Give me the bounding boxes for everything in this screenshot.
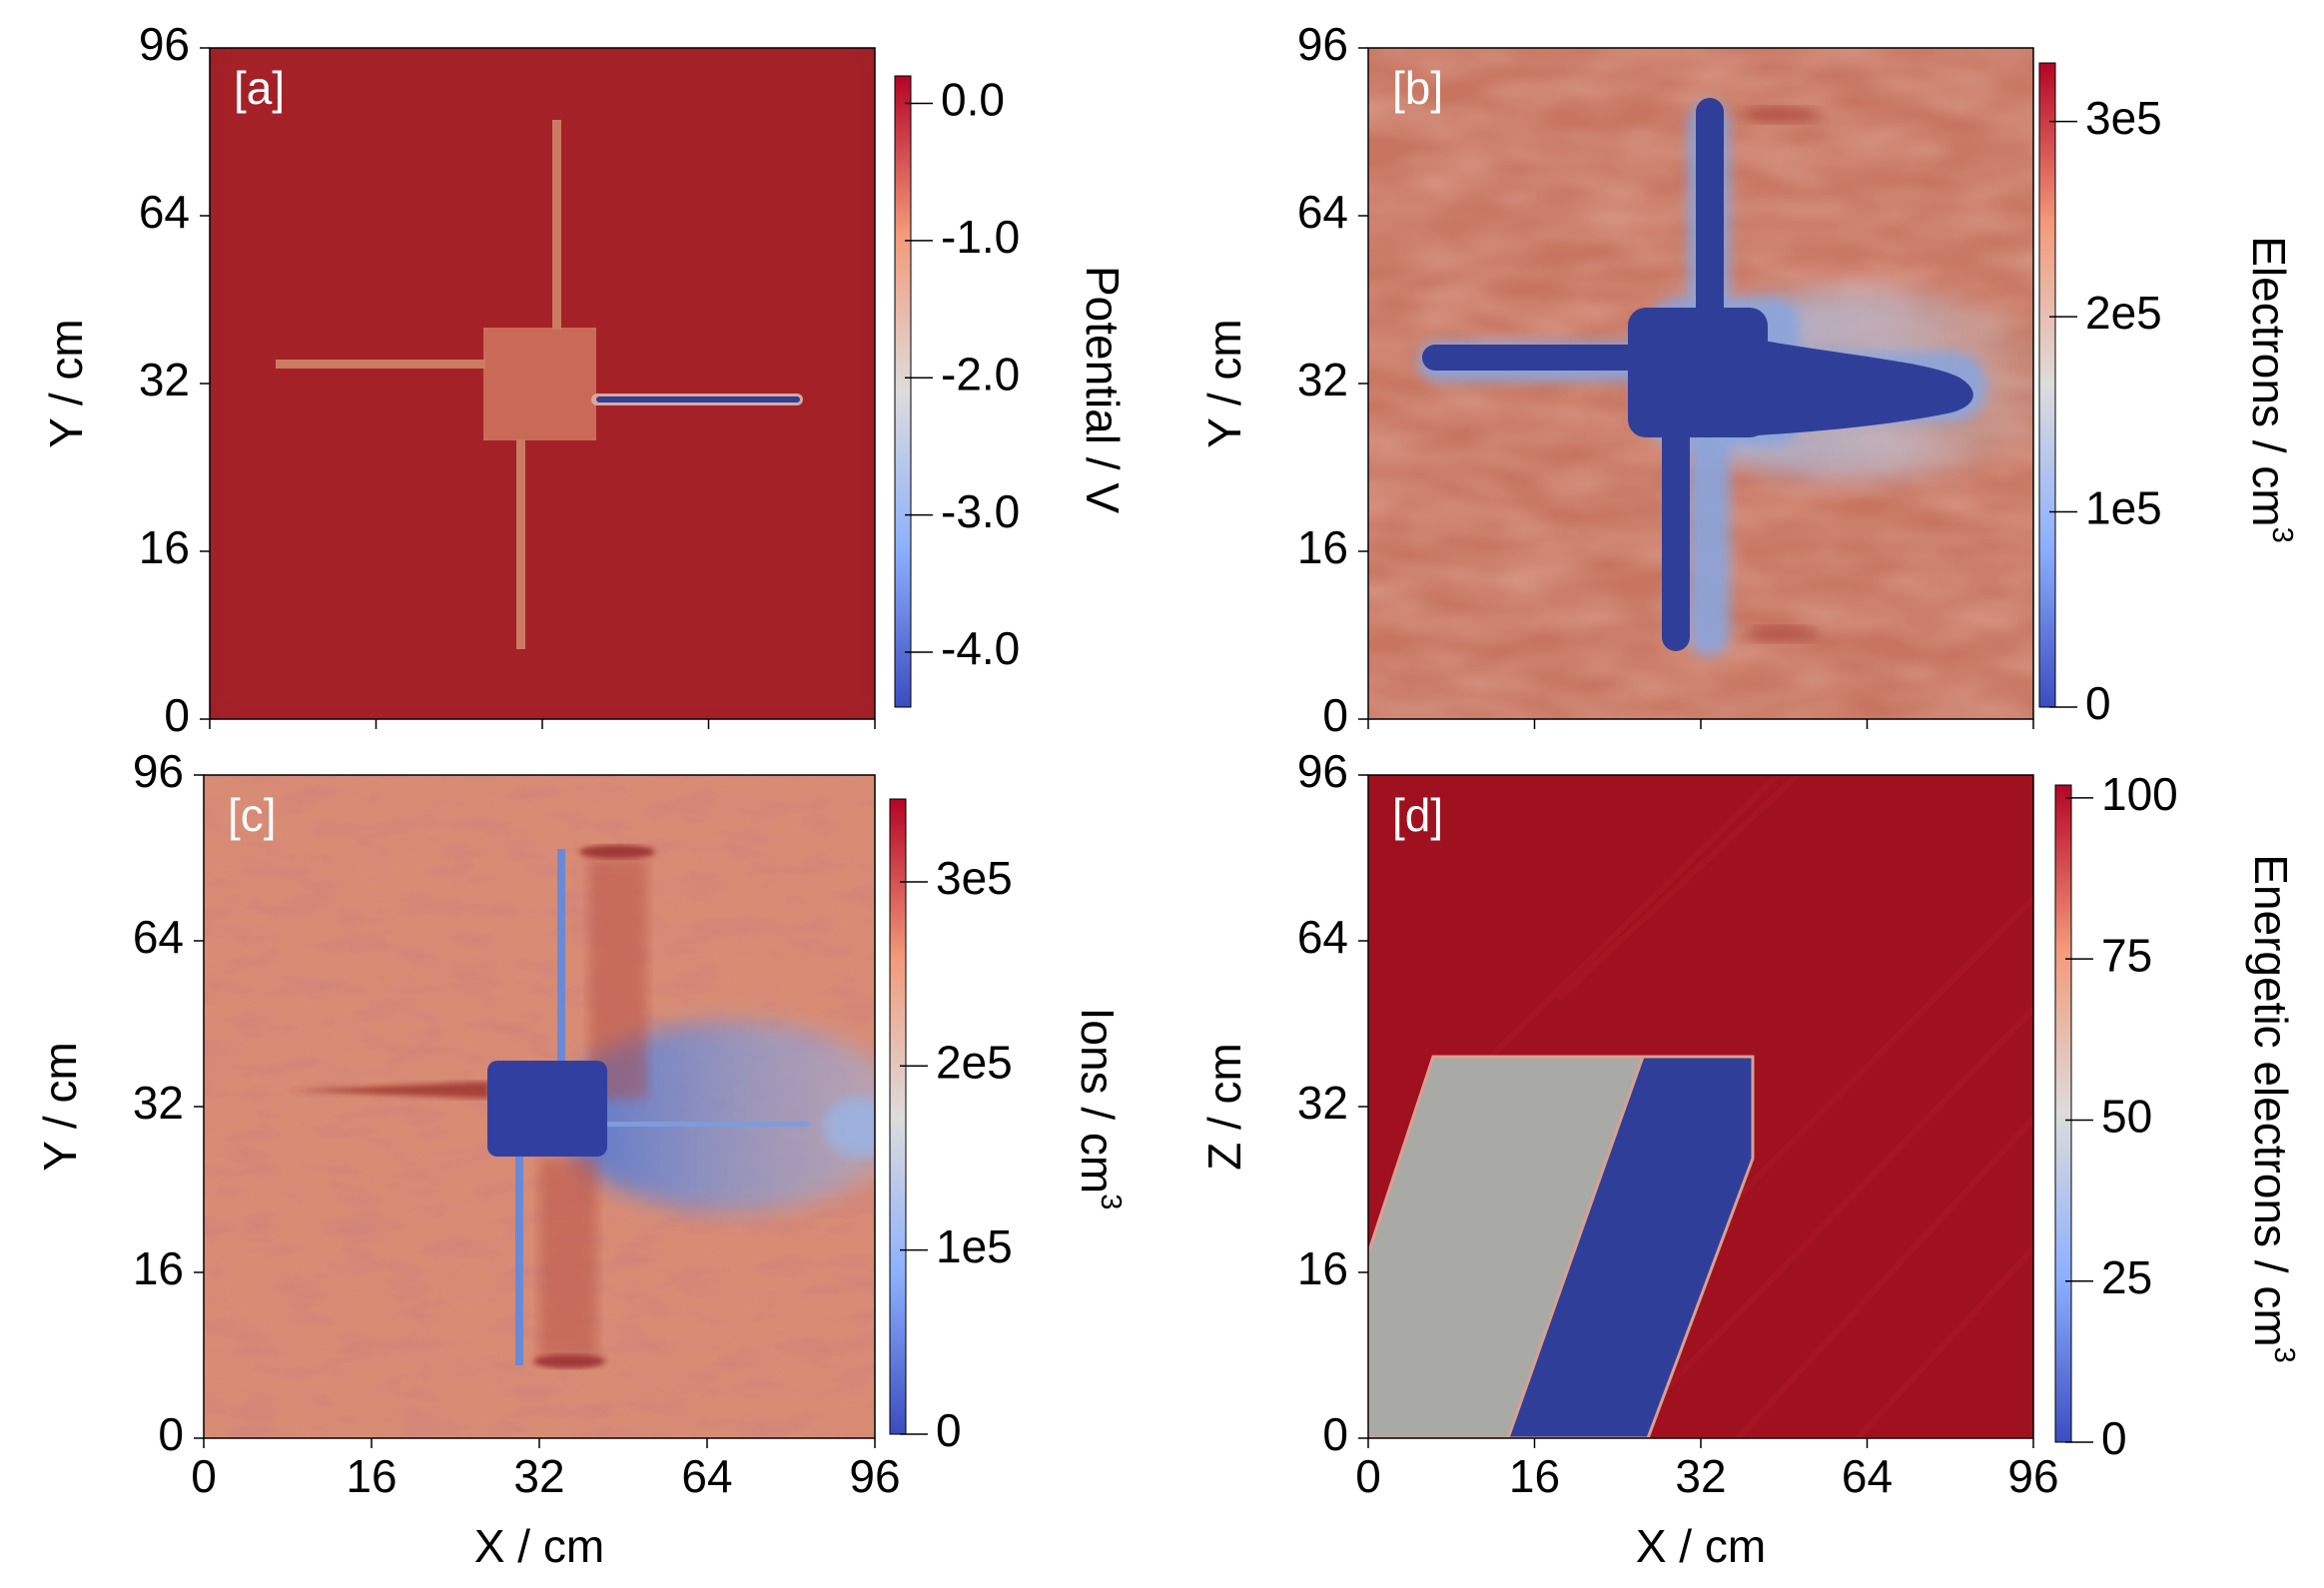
panel-c-xtick-label: 32 [513,1450,564,1502]
panel-b-colorbar-frame [2038,62,2056,708]
panel-d-xtick-label: 32 [1675,1450,1726,1502]
panel-c-ylabel: Y / cm [34,1042,86,1172]
panel-c [203,774,876,1439]
colorbar-c [890,799,906,1434]
panel-a-ytick-label: 0 [164,689,190,741]
panel-b-colorbar-tick-label: 2e5 [2085,287,2162,339]
panel-b-colorbar-tick-label: 1e5 [2085,482,2162,534]
panel-d-colorbar-tick-label: 100 [2101,768,2178,820]
panel-c-ytick-label: 96 [133,745,184,797]
panel-c-ytick-label: 0 [158,1408,184,1460]
panel-b-ylabel: Y / cm [1198,319,1250,448]
panel-d-ylabel: Z / cm [1198,1043,1250,1171]
panel-d-xtick-label: 16 [1509,1450,1560,1502]
panel-b-ytick-label: 32 [1297,354,1348,405]
panel-a-left-boom [276,360,485,369]
panel-c-colorbar-frame [889,798,907,1435]
panel-d-colorbar-tick-label: 75 [2101,929,2152,981]
panel-a-colorbar-tick-label: -4.0 [941,622,1020,674]
panel-b-upper-void [1696,98,1724,328]
panel-c-heatmap [204,775,875,1438]
colorbar-a [895,76,911,707]
panel-a-colorbar-frame [894,75,912,708]
panel-b-colorbar-tick-label: 3e5 [2085,92,2162,144]
panel-c-xtick-label: 16 [346,1450,396,1502]
panel-a-colorbar-tick-label: -3.0 [941,485,1020,537]
panel-d [1367,774,2034,1439]
panel-c-upper-boom [557,849,565,1061]
panel-c-ytick-label: 32 [133,1077,184,1129]
colorbar-b [2039,63,2055,707]
panel-b-right-void [1758,340,1973,435]
panel-c-colorbar-tick-label: 1e5 [936,1220,1013,1272]
panel-a-label: [a] [234,62,285,114]
panel-d-heatmap [1368,775,2033,1438]
panel-b-left-void [1422,345,1644,371]
panel-c-xtick-label: 96 [849,1450,900,1502]
panel-c-xtick-label: 0 [191,1450,217,1502]
panel-c-spacecraft-body [487,1061,607,1157]
panel-c-colorbar-tick-label: 3e5 [936,852,1013,904]
panel-b-ytick-label: 0 [1322,689,1348,741]
panel-b-heatmap [1368,48,2033,719]
panel-d-colorbar-tick-label: 50 [2101,1091,2152,1143]
panel-c-right-boom [599,1122,809,1127]
panel-a-ytick-label: 64 [139,186,190,238]
panel-c-ytick-label: 16 [133,1242,184,1294]
panel-c-xtick-label: 64 [681,1450,732,1502]
panel-c-lower-boom [515,1154,523,1365]
panel-a-lower-boom [516,439,525,649]
panel-b-body-void [1628,308,1768,437]
panel-d-blue-region [1506,1055,1755,1438]
panel-a-ylabel: Y / cm [40,319,92,448]
panel-d-label: [d] [1392,789,1443,841]
panel-d-colorbar-frame [2054,784,2072,1443]
panel-d-xtick-label: 0 [1355,1450,1381,1502]
panel-d-colorbar-label: Energetic electrons / cm3 [2245,854,2301,1363]
panel-a-upper-boom [552,120,561,330]
panel-d-ytick-label: 16 [1297,1242,1348,1294]
axes-layer: [a] 0 16 32 64 96 Y / cm 0.0 -1.0 -2.0 -3.0 -4.0 Pot… [34,18,2300,1572]
panel-d-ytick-label: 0 [1322,1408,1348,1460]
panel-d-colorbar-tick-label: 0 [2101,1412,2127,1464]
panel-c-xlabel: X / cm [474,1520,604,1572]
panel-a [209,47,876,720]
panel-a-ytick-label: 32 [139,354,190,405]
panel-d-ytick-label: 96 [1297,745,1348,797]
panel-d-xtick-label: 96 [2007,1450,2058,1502]
panel-b [1367,47,2034,720]
panel-b-lower-void [1662,419,1690,651]
panel-b-label: [b] [1392,62,1443,114]
panel-a-ytick-label: 96 [139,18,190,70]
panel-b-colorbar-label: Electrons / cm3 [2243,236,2299,543]
panel-a-colorbar-tick-label: 0.0 [941,74,1005,126]
panel-c-ytick-label: 64 [133,911,184,963]
panel-b-ytick-label: 96 [1297,18,1348,70]
panel-a-heatmap [210,48,875,719]
panel-c-label: [c] [228,789,277,841]
panel-d-xtick-label: 64 [1842,1450,1893,1502]
panel-b-colorbar-tick-label: 0 [2085,677,2111,729]
panel-c-colorbar-tick-label: 0 [936,1404,962,1456]
panel-d-ytick-label: 32 [1297,1077,1348,1129]
panel-a-colorbar-label: Potential / V [1077,266,1129,513]
panel-c-colorbar-label: Ions / cm3 [1072,1008,1128,1210]
panel-d-colorbar-tick-label: 25 [2101,1251,2152,1303]
panel-d-xlabel: X / cm [1636,1520,1766,1572]
panel-b-ytick-label: 64 [1297,186,1348,238]
panel-d-ytick-label: 64 [1297,911,1348,963]
panel-a-colorbar-tick-label: -1.0 [941,211,1020,263]
panel-a-colorbar-tick-label: -2.0 [941,348,1020,399]
panel-c-colorbar-tick-label: 2e5 [936,1036,1013,1088]
panel-a-right-boom [596,397,800,402]
panel-a-spacecraft-body [483,328,596,440]
panel-a-ytick-label: 16 [139,521,190,573]
panel-b-ytick-label: 16 [1297,521,1348,573]
colorbar-d [2055,785,2071,1442]
